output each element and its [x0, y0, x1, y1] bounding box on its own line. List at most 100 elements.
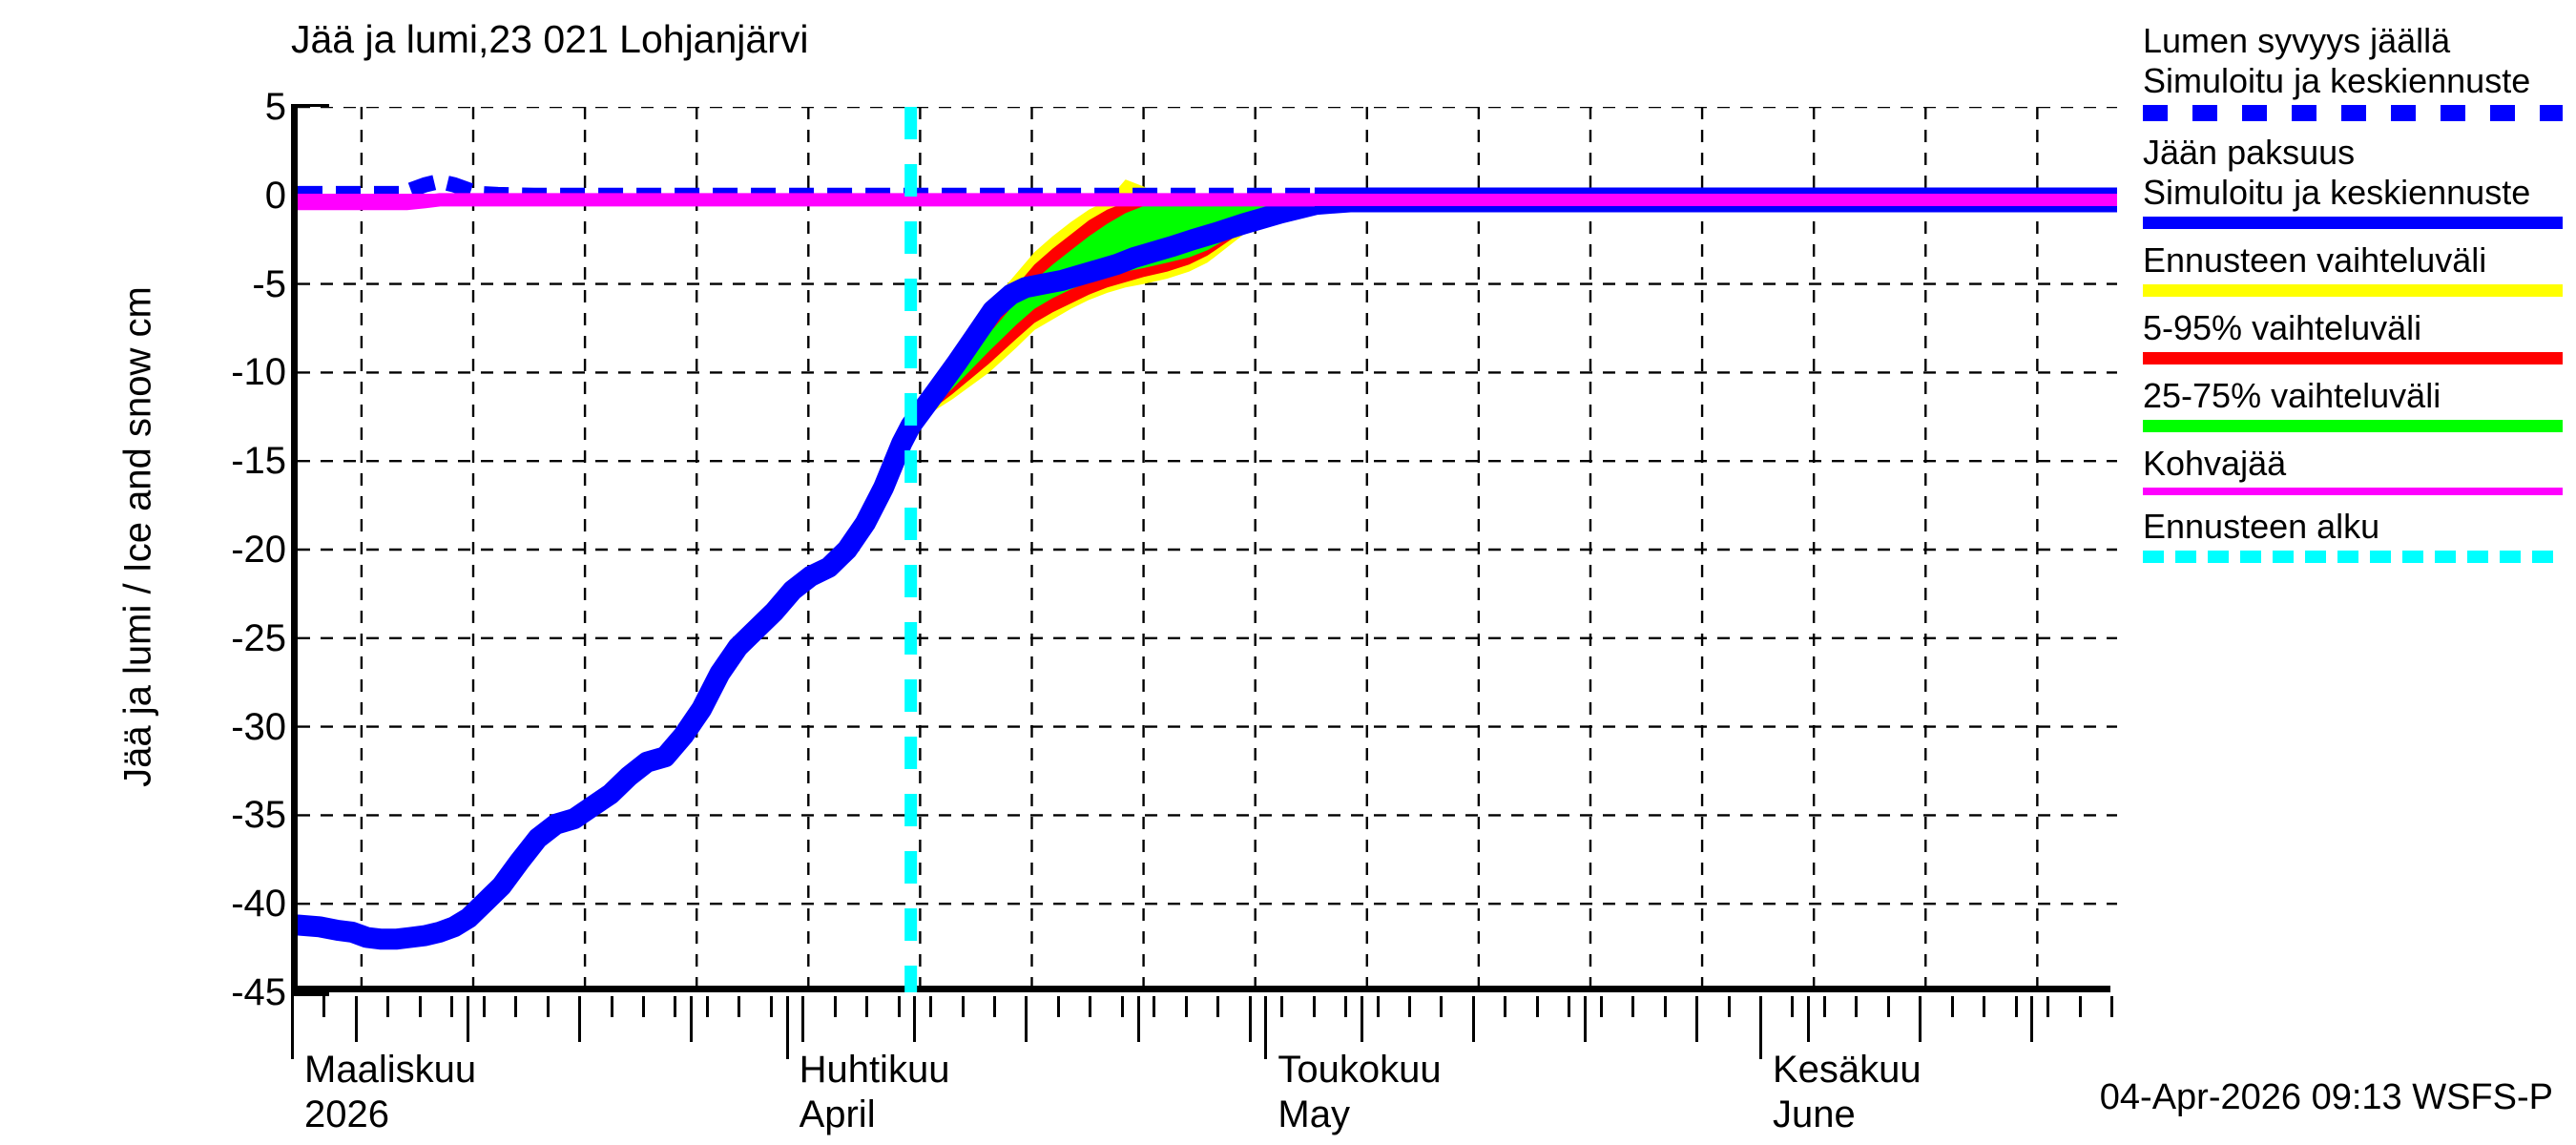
x-axis-month-label-fi: Maaliskuu: [304, 1049, 477, 1091]
x-axis-minor-tick: [1153, 996, 1156, 1017]
x-axis-minor-tick: [1312, 996, 1316, 1017]
y-axis-tick-label: -20: [231, 529, 286, 571]
legend-label-primary: 5-95% vaihteluväli: [2143, 308, 2422, 347]
y-axis-tick-label: -10: [231, 351, 286, 394]
x-axis-minor-tick: [1407, 996, 1411, 1017]
series-snow-depth: [298, 173, 2117, 203]
y-axis-tick-label: -40: [231, 883, 286, 926]
x-axis-minor-tick: [546, 996, 550, 1017]
y-axis-tick-label: 0: [264, 174, 286, 217]
series-ice-thickness: [298, 188, 2117, 950]
x-axis-month-tick: [785, 996, 789, 1059]
x-axis-week-tick: [1919, 996, 1922, 1042]
legend-item: 5-95% vaihteluväli: [2143, 308, 2572, 364]
x-axis-week-tick: [578, 996, 582, 1042]
x-axis-minor-tick: [1727, 996, 1731, 1017]
legend-item: Lumen syvyys jäällä Simuloitu ja keskienn…: [2143, 21, 2572, 121]
x-axis-month-label-fi: Huhtikuu: [799, 1049, 950, 1091]
x-axis-minor-tick: [1631, 996, 1635, 1017]
legend-item: Kohvajää: [2143, 444, 2572, 495]
legend-label-primary: Kohvajää: [2143, 444, 2287, 483]
x-axis-week-tick: [690, 996, 694, 1042]
legend-label-primary: Jään paksuus: [2143, 133, 2356, 172]
x-axis-minor-tick: [1056, 996, 1060, 1017]
x-axis-week-tick: [1025, 996, 1028, 1042]
legend-label-secondary: Simuloitu ja keskiennuste: [2143, 173, 2531, 212]
legend-color-swatch: [2143, 217, 2563, 229]
x-axis-week-tick: [801, 996, 805, 1042]
y-axis-tick-label: 5: [264, 86, 286, 128]
x-axis-week-tick: [354, 996, 358, 1042]
x-axis-minor-tick: [897, 996, 901, 1017]
y-axis-tick-label: -25: [231, 616, 286, 659]
legend-label-primary: 25-75% vaihteluväli: [2143, 376, 2441, 415]
y-axis-tick-label: -45: [231, 971, 286, 1013]
x-axis-minor-tick: [1344, 996, 1348, 1017]
x-axis-minor-tick: [993, 996, 997, 1017]
y-axis-tick-labels: 5 0 -5 -10 -15 -20 -25 -30 -35 -40 -45: [134, 0, 286, 1145]
x-axis-minor-tick: [929, 996, 933, 1017]
legend-item: Ennusteen vaihteluväli: [2143, 240, 2572, 297]
x-axis-minor-tick: [1535, 996, 1539, 1017]
legend-label-primary: Ennusteen vaihteluväli: [2143, 240, 2487, 280]
legend-item: 25-75% vaihteluväli: [2143, 376, 2572, 432]
x-axis-minor-tick: [1216, 996, 1220, 1017]
y-axis-tick-label: -5: [252, 262, 286, 305]
x-axis-minor-tick: [674, 996, 677, 1017]
x-axis-minor-tick: [1950, 996, 1954, 1017]
x-axis-minor-tick: [2110, 996, 2113, 1017]
legend-color-swatch: [2143, 105, 2563, 121]
y-axis-title: Jää ja lumi / Ice and snow cm: [116, 286, 159, 787]
x-axis-week-tick: [913, 996, 917, 1042]
x-axis-minor-tick: [1504, 996, 1507, 1017]
page-title: Jää ja lumi,23 021 Lohjanjärvi: [291, 17, 809, 61]
x-axis-minor-tick: [1280, 996, 1284, 1017]
x-axis-minor-tick: [1983, 996, 1986, 1017]
x-axis-minor-tick: [705, 996, 709, 1017]
x-axis-week-tick: [2030, 996, 2034, 1042]
x-axis-week-tick: [1136, 996, 1140, 1042]
x-axis-minor-tick: [1568, 996, 1571, 1017]
x-axis-minor-tick: [1599, 996, 1603, 1017]
x-axis-minor-tick: [1855, 996, 1859, 1017]
x-axis-month-label-en: June: [1772, 1093, 1856, 1135]
x-axis-month-tick: [291, 996, 294, 1059]
x-axis-minor-tick: [1440, 996, 1444, 1017]
x-axis-minor-tick: [514, 996, 518, 1017]
x-axis-week-tick: [1583, 996, 1587, 1042]
x-axis-week-tick: [1695, 996, 1699, 1042]
legend-label-primary: Lumen syvyys jäällä: [2143, 21, 2451, 60]
x-axis-minor-tick: [322, 996, 326, 1017]
x-axis-minor-tick: [1376, 996, 1380, 1017]
plot-area: [291, 107, 2117, 992]
y-axis-tick-label: -15: [231, 440, 286, 483]
y-axis-tick-label: -35: [231, 794, 286, 837]
legend-color-swatch: [2143, 420, 2563, 432]
x-axis-week-tick: [1471, 996, 1475, 1042]
legend-color-swatch: [2143, 551, 2563, 563]
x-axis-minor-tick: [1791, 996, 1795, 1017]
plot-canvas: [298, 107, 2117, 992]
x-axis-minor-tick: [1886, 996, 1890, 1017]
x-axis-minor-tick: [642, 996, 646, 1017]
x-axis-minor-tick: [865, 996, 869, 1017]
x-axis-minor-tick: [386, 996, 390, 1017]
forecast-band: [910, 198, 1317, 427]
x-axis-minor-tick: [961, 996, 965, 1017]
legend-label-secondary: Simuloitu ja keskiennuste: [2143, 61, 2531, 100]
x-axis-month-tick: [1758, 996, 1762, 1059]
legend-label-primary: Ennusteen alku: [2143, 507, 2380, 546]
x-axis-month-label-fi: Kesäkuu: [1772, 1049, 1922, 1091]
footer-timestamp: 04-Apr-2026 09:13 WSFS-P: [2099, 1077, 2553, 1117]
x-axis-minor-tick: [769, 996, 773, 1017]
x-axis-month-label-en: 2026: [304, 1093, 389, 1135]
legend-color-swatch: [2143, 284, 2563, 297]
x-axis-month-tick: [1264, 996, 1268, 1059]
x-axis-minor-tick: [833, 996, 837, 1017]
x-axis-week-tick: [467, 996, 469, 1042]
legend-item: Jään paksuus Simuloitu ja keskiennuste: [2143, 133, 2572, 229]
x-axis-minor-tick: [418, 996, 422, 1017]
x-axis-minor-tick: [610, 996, 613, 1017]
legend-color-swatch: [2143, 488, 2563, 495]
